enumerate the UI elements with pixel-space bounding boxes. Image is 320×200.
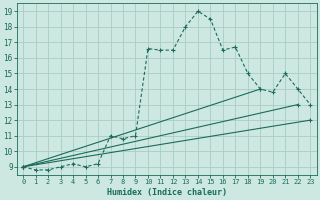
X-axis label: Humidex (Indice chaleur): Humidex (Indice chaleur)	[107, 188, 227, 197]
